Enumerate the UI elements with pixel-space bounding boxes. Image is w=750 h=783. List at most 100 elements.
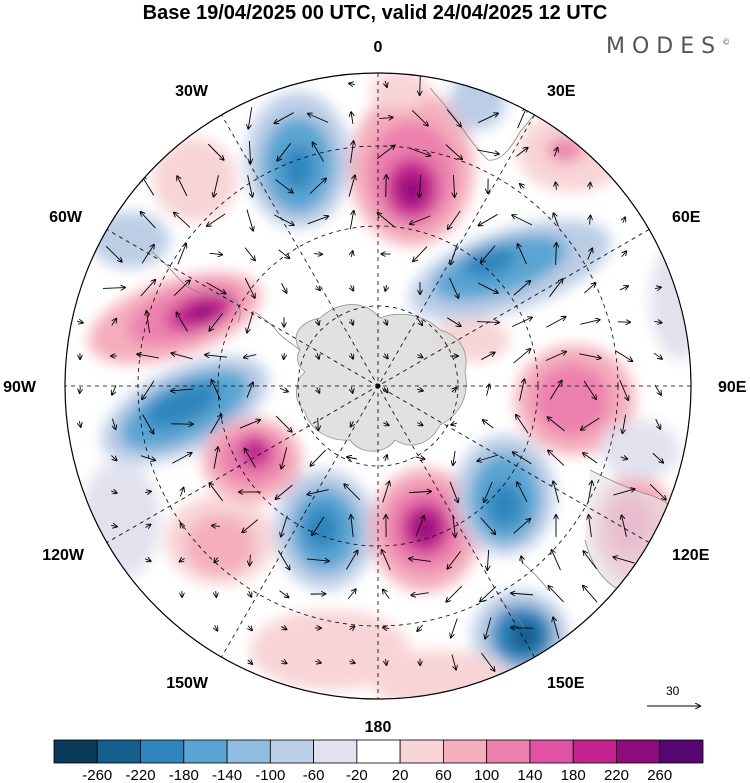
- lon-label-30e: 30E: [547, 83, 576, 100]
- wind-arrow: [589, 515, 592, 537]
- wind-arrow: [177, 244, 186, 265]
- wind-arrow: [590, 216, 591, 225]
- wind-arrow: [447, 550, 462, 568]
- wind-arrow: [545, 351, 566, 361]
- wind-arrow: [345, 551, 357, 570]
- wind-arrow: [279, 590, 289, 598]
- colorbar-boxes: [53, 739, 704, 764]
- reference-vector-label: 30: [666, 684, 680, 698]
- wind-arrow: [105, 245, 122, 261]
- wind-arrow: [511, 317, 532, 328]
- wind-arrow: [518, 244, 527, 265]
- wind-arrow: [385, 80, 387, 87]
- wind-arrow: [174, 213, 191, 228]
- wind-arrow: [483, 420, 494, 429]
- wind-arrow: [351, 319, 353, 325]
- wind-arrow: [207, 143, 223, 160]
- colorbar-tick-label: -60: [303, 767, 325, 783]
- wind-arrow: [384, 354, 387, 359]
- wind-arrow: [447, 317, 461, 326]
- wind-arrow: [547, 417, 565, 432]
- lon-label-0: 0: [374, 39, 383, 56]
- wind-arrow: [549, 279, 562, 298]
- wind-arrow: [548, 586, 564, 603]
- wind-arrow: [210, 414, 221, 434]
- wind-arrow: [583, 551, 597, 570]
- wind-arrow: [453, 450, 455, 465]
- wind-arrow: [249, 140, 250, 163]
- wind-arrow: [548, 450, 565, 466]
- wind-arrow: [275, 178, 292, 192]
- wind-arrow: [351, 353, 353, 359]
- wind-arrow: [383, 423, 388, 426]
- wind-arrow: [411, 109, 428, 125]
- wind-arrow: [207, 213, 226, 226]
- colorbar-tick-label: 100: [474, 767, 499, 783]
- wind-arrow: [284, 352, 285, 359]
- wind-arrow: [487, 384, 490, 396]
- wind-arrow: [171, 389, 193, 391]
- wind-arrow: [142, 380, 155, 399]
- wind-arrow: [209, 253, 223, 254]
- wind-arrow: [477, 454, 499, 461]
- wind-arrow: [316, 286, 320, 290]
- wind-arrow: [176, 312, 188, 332]
- wind-arrow: [622, 515, 627, 537]
- wind-arrow: [314, 661, 321, 663]
- wind-arrow: [556, 243, 557, 266]
- wind-arrow: [382, 482, 390, 503]
- wind-arrow: [142, 414, 153, 433]
- wind-arrow: [484, 481, 493, 502]
- wind-arrow: [451, 423, 457, 425]
- wind-arrow: [477, 282, 498, 293]
- lon-label-180: 180: [365, 719, 392, 736]
- wind-arrow: [513, 281, 531, 296]
- colorbar-tick-label: -260: [82, 767, 112, 783]
- wind-arrow: [513, 452, 532, 465]
- wind-arrow: [479, 214, 498, 225]
- wind-arrow: [244, 355, 257, 358]
- wind-arrow: [511, 593, 534, 595]
- wind-arrow: [480, 586, 497, 601]
- wind-arrow: [307, 216, 329, 225]
- map-boundary: [64, 72, 692, 700]
- wind-vectors: [76, 73, 666, 671]
- wind-arrow: [419, 174, 420, 197]
- wind-arrow: [212, 526, 221, 527]
- wind-arrow: [654, 384, 661, 395]
- wind-arrow: [275, 415, 292, 432]
- colorbar-box: [183, 739, 228, 764]
- wind-arrow: [351, 251, 352, 258]
- wind-arrow: [239, 420, 260, 429]
- wind-arrow: [111, 491, 117, 493]
- wind-arrow: [307, 559, 329, 561]
- wind-arrow: [213, 447, 218, 469]
- wind-arrow: [556, 182, 557, 190]
- map-title: Base 19/04/2025 00 UTC, valid 24/04/2025…: [142, 2, 608, 24]
- wind-arrow: [102, 288, 125, 289]
- wind-arrow: [246, 209, 253, 230]
- wind-arrow: [351, 386, 352, 393]
- wind-arrow: [481, 652, 494, 671]
- wind-arrow: [622, 251, 627, 258]
- lon-label-120e: 120E: [672, 547, 710, 564]
- wind-arrow: [244, 277, 255, 298]
- colorbar-tick-label: -100: [255, 767, 285, 783]
- wind-arrow: [453, 174, 454, 197]
- wind-arrow: [549, 381, 561, 400]
- wind-arrow: [553, 213, 559, 227]
- wind-arrow: [317, 319, 319, 325]
- wind-arrow: [281, 282, 286, 293]
- wind-arrow: [452, 388, 456, 392]
- wind-arrow: [112, 418, 115, 430]
- wind-arrow: [587, 481, 592, 503]
- lon-label-60e: 60E: [672, 209, 701, 226]
- wind-arrow: [242, 519, 259, 533]
- wind-arrow: [655, 418, 661, 429]
- wind-arrow: [554, 148, 557, 157]
- colorbar-box: [356, 739, 401, 764]
- wind-arrow: [546, 317, 565, 328]
- wind-arrow: [378, 213, 395, 228]
- wind-arrow: [351, 515, 353, 537]
